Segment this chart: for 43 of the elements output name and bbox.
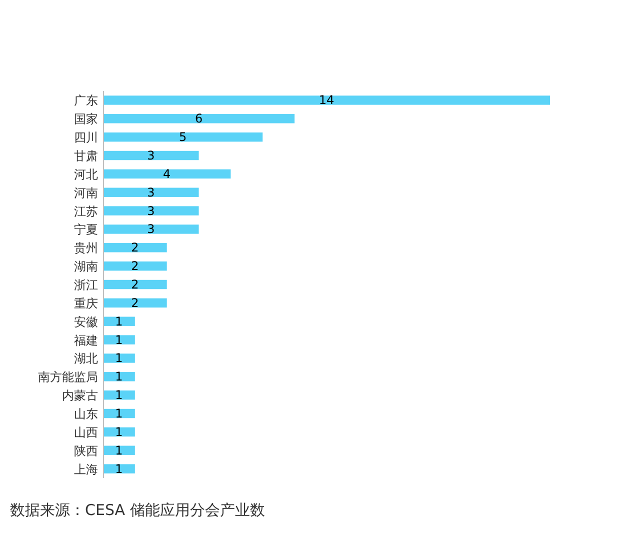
data-label: 1 <box>115 351 123 366</box>
data-label: 3 <box>147 204 155 218</box>
y-tick-label: 上海 <box>74 462 98 476</box>
y-tick-label: 重庆 <box>74 296 98 310</box>
y-tick-label: 江苏 <box>74 204 98 218</box>
data-label: 3 <box>147 148 155 162</box>
y-tick-label: 山东 <box>74 407 98 421</box>
y-tick-label: 湖北 <box>74 352 98 366</box>
data-label: 5 <box>179 130 187 144</box>
data-label: 2 <box>131 296 139 310</box>
data-label: 1 <box>115 443 123 458</box>
y-tick-label: 福建 <box>74 333 98 348</box>
data-label: 1 <box>115 406 123 420</box>
data-label: 14 <box>318 93 334 108</box>
data-label: 2 <box>131 259 139 274</box>
y-tick-label: 河南 <box>74 186 98 200</box>
data-label: 1 <box>115 314 123 328</box>
y-tick-label: 安徽 <box>74 314 98 329</box>
y-tick-label: 四川 <box>74 130 98 145</box>
data-label: 3 <box>147 185 155 200</box>
source-note: 数据来源：CESA 储能应用分会产业数 <box>10 501 265 519</box>
y-tick-label: 河北 <box>74 167 98 182</box>
data-label: 6 <box>194 112 203 126</box>
data-label: 1 <box>115 332 123 347</box>
y-tick-label: 广东 <box>74 94 98 108</box>
data-label: 4 <box>163 166 171 181</box>
data-label: 1 <box>115 424 123 439</box>
data-label: 2 <box>131 278 139 292</box>
y-tick-label: 国家 <box>74 112 98 126</box>
y-tick-label: 宁夏 <box>74 222 98 237</box>
y-tick-label: 陕西 <box>74 444 98 458</box>
y-tick-label: 贵州 <box>74 241 98 256</box>
data-label: 3 <box>147 222 155 236</box>
y-tick-label: 甘肃 <box>74 149 98 163</box>
y-tick-label: 南方能监局 <box>38 370 98 384</box>
data-label: 1 <box>115 370 123 384</box>
y-tick-label: 浙江 <box>74 278 98 292</box>
data-label: 2 <box>131 240 139 255</box>
data-label: 1 <box>115 388 123 402</box>
y-tick-label: 内蒙古 <box>62 388 98 403</box>
y-tick-label: 山西 <box>74 425 98 440</box>
y-tick-label: 湖南 <box>74 260 98 274</box>
data-label: 1 <box>115 462 123 476</box>
